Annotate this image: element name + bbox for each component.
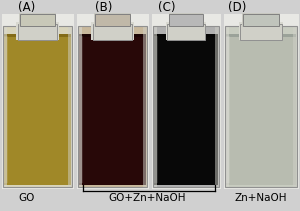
Bar (3, 26, 72, 187)
Bar (225, 26, 297, 187)
Bar (240, 24, 282, 40)
Bar (143, 26, 147, 187)
Bar (79, 34, 146, 37)
Bar (293, 26, 297, 187)
Bar (225, 26, 297, 187)
Bar (243, 14, 279, 26)
Text: Zn+NaOH: Zn+NaOH (235, 193, 287, 203)
Bar (154, 34, 218, 185)
Bar (16, 22, 59, 40)
Bar (153, 26, 219, 187)
Bar (78, 26, 82, 187)
Bar (224, 14, 298, 189)
Bar (4, 36, 8, 183)
Text: GO: GO (19, 193, 35, 203)
Bar (153, 26, 157, 187)
Bar (225, 26, 229, 187)
Bar (152, 14, 220, 189)
Bar (18, 24, 57, 40)
Bar (226, 34, 296, 185)
Bar (79, 36, 83, 183)
Bar (242, 13, 280, 27)
Text: (C): (C) (158, 1, 175, 14)
Text: (A): (A) (18, 1, 36, 14)
Bar (4, 34, 71, 37)
Bar (20, 14, 55, 26)
Bar (95, 14, 130, 26)
Bar (79, 34, 146, 185)
Bar (3, 26, 7, 187)
Bar (3, 26, 72, 187)
Bar (169, 14, 202, 26)
Bar (226, 34, 296, 37)
Bar (19, 13, 56, 27)
Bar (93, 24, 132, 40)
Text: (D): (D) (228, 1, 246, 14)
Bar (166, 22, 206, 40)
Bar (239, 22, 283, 40)
Bar (4, 34, 71, 185)
Text: (B): (B) (95, 1, 112, 14)
Bar (76, 14, 148, 189)
Bar (153, 26, 219, 187)
Bar (226, 36, 230, 183)
Text: GO+Zn+NaOH: GO+Zn+NaOH (108, 193, 186, 203)
Bar (78, 26, 147, 187)
Bar (94, 13, 131, 27)
Bar (91, 22, 134, 40)
Bar (167, 24, 205, 40)
Bar (154, 36, 158, 183)
Bar (169, 13, 203, 27)
Bar (78, 26, 147, 187)
Bar (68, 26, 72, 187)
Bar (2, 14, 74, 189)
Bar (154, 34, 218, 37)
Bar (215, 26, 219, 187)
